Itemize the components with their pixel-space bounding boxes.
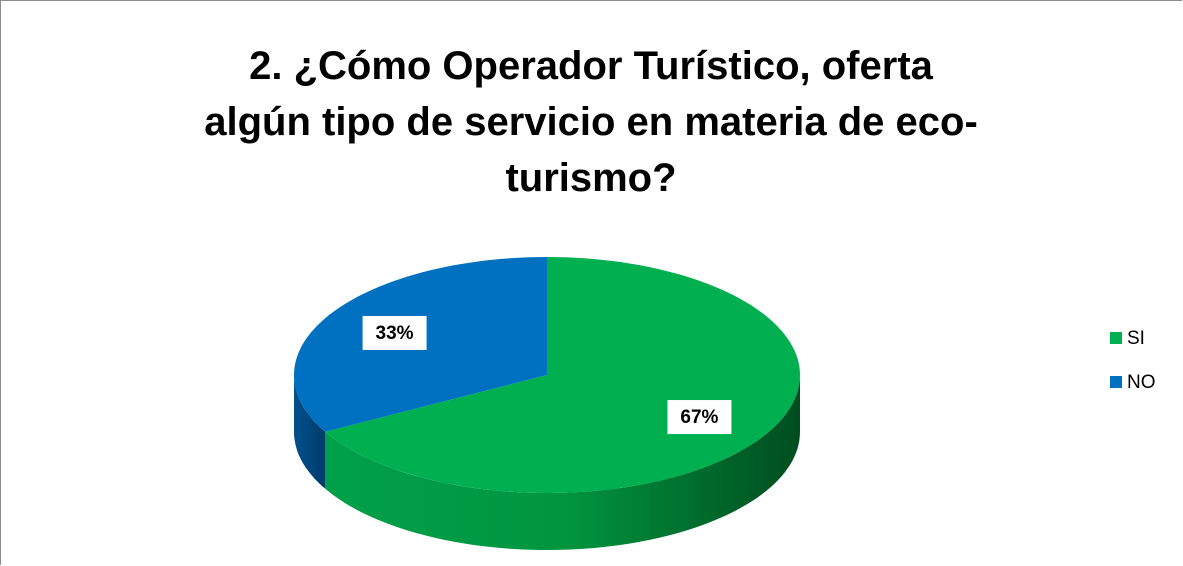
legend-swatch	[1110, 376, 1122, 388]
data-label-box	[362, 315, 427, 350]
data-label: 67%	[680, 407, 718, 428]
chart-title: 2. ¿Cómo Operador Turístico, oferta algú…	[204, 44, 978, 200]
legend-label: NO	[1127, 372, 1156, 393]
data-label-box	[667, 400, 732, 435]
data-label: 33%	[376, 323, 414, 344]
legend-label: SI	[1127, 328, 1145, 349]
slice-side	[294, 375, 326, 489]
slice-side	[325, 375, 800, 550]
legend-swatch	[1110, 332, 1122, 344]
